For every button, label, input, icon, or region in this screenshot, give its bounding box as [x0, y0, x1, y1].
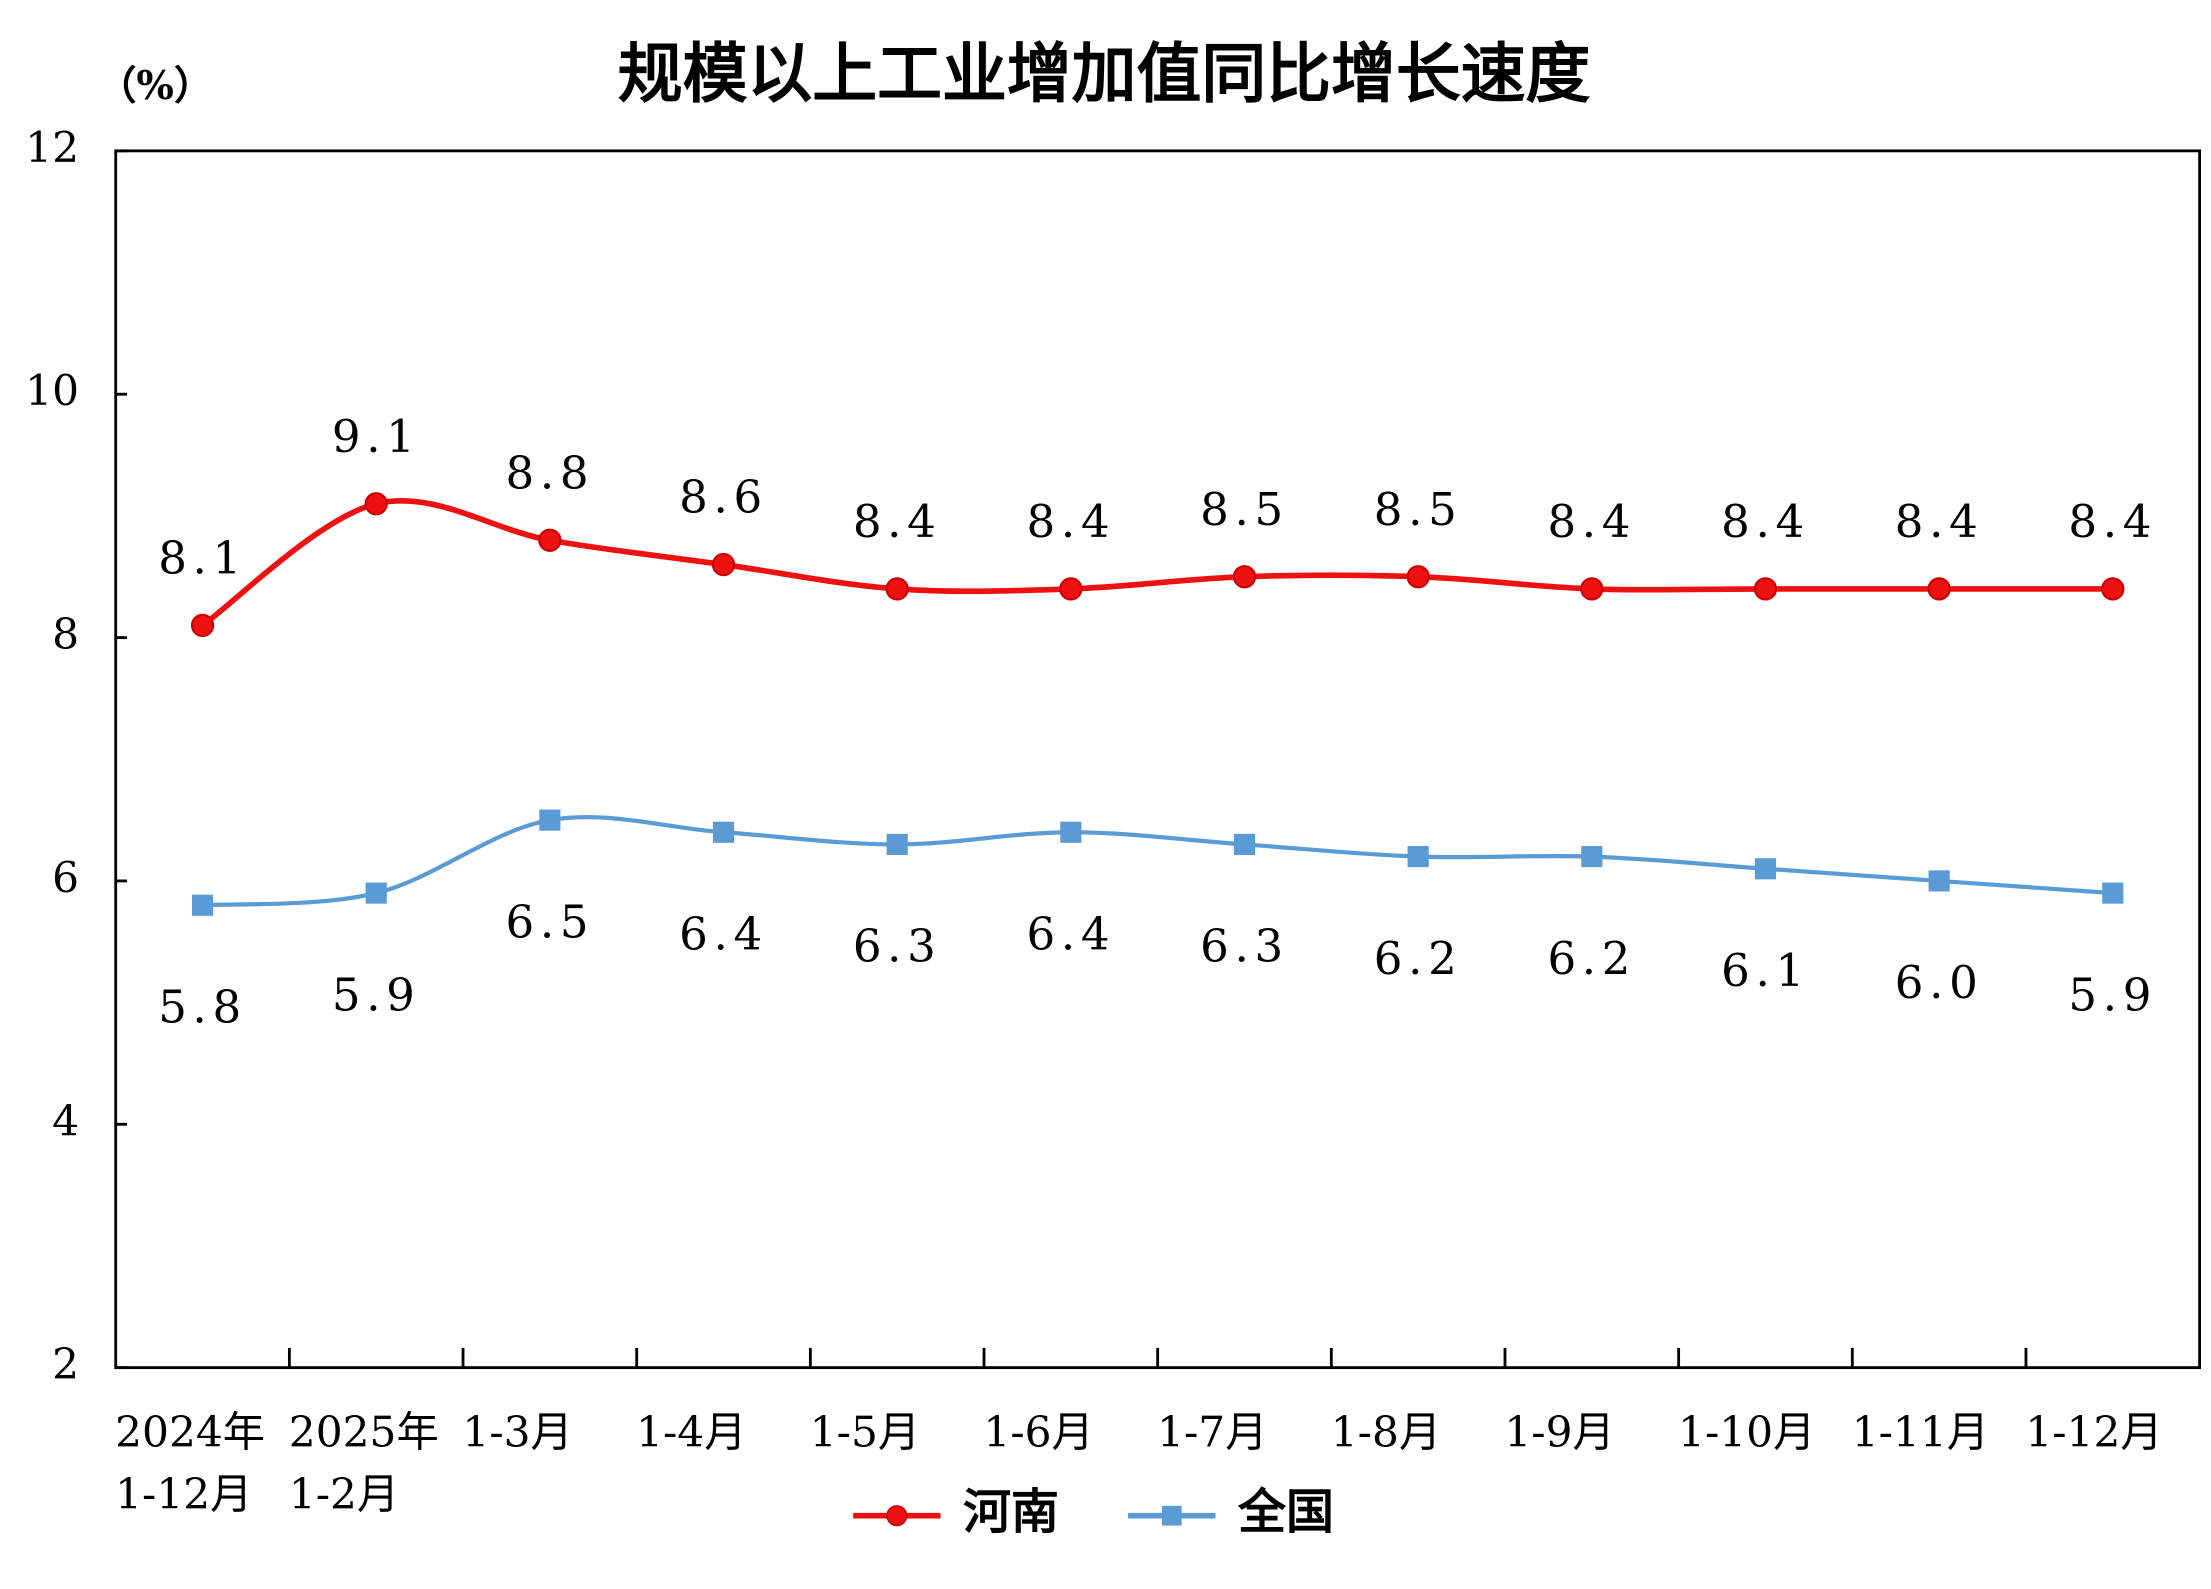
data-label: 6.3 — [1200, 920, 1289, 973]
data-label: 6.2 — [1547, 932, 1636, 985]
x-tick-label: 1-6月 — [983, 1408, 1094, 1458]
point — [1754, 858, 1777, 880]
y-tick-label: 2 — [52, 1340, 79, 1389]
x-tick-label-box: 1-9月 — [1504, 1408, 1615, 1458]
data-label: 6.3 — [853, 920, 942, 973]
data-label: 5.9 — [332, 968, 421, 1021]
x-tick-label: 1-10月 — [1678, 1408, 1816, 1458]
data-label: 8.1 — [158, 531, 247, 584]
point — [886, 833, 908, 856]
x-tick-label-box: 1-4月 — [636, 1408, 747, 1458]
point — [1059, 577, 1083, 601]
x-tick-label: 1-11月 — [1851, 1408, 1990, 1458]
y-tick-label: 6 — [52, 853, 79, 902]
x-tick-label-box: 2024年 1-12月 — [115, 1408, 266, 1520]
x-tick-label: 1-9月 — [1504, 1408, 1615, 1458]
point — [1928, 870, 1950, 892]
data-label: 6.2 — [1374, 932, 1463, 985]
series-line — [202, 814, 2113, 908]
data-label: 8.5 — [1200, 483, 1289, 536]
data-label: 6.4 — [1027, 908, 1116, 961]
y-tick-label: 4 — [52, 1096, 79, 1145]
data-label: 8.6 — [679, 471, 768, 524]
data-label: 5.8 — [158, 981, 247, 1034]
point — [1753, 577, 1778, 601]
point — [364, 492, 388, 516]
point — [1233, 833, 1256, 856]
x-tick-label-box: 1-5月 — [809, 1408, 921, 1458]
x-tick-label-box: 1-8月 — [1330, 1408, 1442, 1458]
legend-label: 全国 — [1237, 1484, 1334, 1540]
y-axis-label: （%） — [97, 63, 213, 109]
series-line — [200, 497, 2113, 628]
x-tick-label: 1-5月 — [809, 1408, 921, 1458]
point — [1407, 846, 1429, 868]
point — [190, 613, 215, 638]
chart-title: 规模以上工业增加值同比增长速度 — [618, 36, 1591, 112]
data-label: 8.4 — [1895, 495, 1984, 548]
x-tick-label: 1-7月 — [1157, 1408, 1268, 1458]
x-tick-label: 1-8月 — [1330, 1408, 1442, 1458]
point — [191, 894, 214, 916]
x-tick-label-box: 1-11月 — [1851, 1408, 1990, 1458]
x-tick-label: 1-12月 — [2025, 1408, 2163, 1458]
data-label: 9.1 — [332, 410, 421, 463]
data-label: 8.5 — [1374, 483, 1463, 536]
point — [2102, 882, 2124, 904]
legend-marker — [1161, 1505, 1182, 1526]
data-label: 8.4 — [1027, 495, 1116, 548]
point — [365, 882, 387, 904]
x-tick-label: 2025年 1-2月 — [288, 1408, 439, 1520]
point — [538, 528, 562, 552]
point — [1580, 577, 1604, 601]
y-tick-label: 10 — [25, 366, 79, 415]
x-tick-label-box: 1-12月 — [2025, 1408, 2163, 1458]
legend-marker — [886, 1505, 908, 1527]
legend-label: 河南 — [963, 1484, 1059, 1540]
data-label: 8.4 — [1547, 495, 1636, 548]
point — [539, 809, 561, 831]
x-tick-label-box: 1-6月 — [983, 1408, 1094, 1458]
data-label: 6.4 — [679, 908, 768, 961]
point — [1060, 821, 1082, 843]
data-label: 5.9 — [2068, 968, 2157, 1021]
data-label: 6.1 — [1721, 944, 1810, 997]
x-tick-label: 1-4月 — [636, 1408, 747, 1458]
point — [712, 821, 735, 843]
point — [1406, 565, 1430, 589]
x-tick-label: 2024年 1-12月 — [115, 1408, 266, 1520]
point — [1927, 577, 1951, 601]
x-tick-label-box: 2025年 1-2月 — [288, 1408, 439, 1520]
data-label: 8.4 — [1721, 495, 1810, 548]
x-tick-label-box: 1-10月 — [1678, 1408, 1816, 1458]
x-tick-label-box: 1-7月 — [1157, 1408, 1268, 1458]
point — [885, 577, 909, 601]
point — [711, 552, 736, 577]
data-label: 8.4 — [853, 495, 942, 548]
data-label: 6.5 — [506, 895, 595, 948]
point — [1581, 846, 1603, 868]
x-tick-label: 1-3月 — [462, 1408, 573, 1458]
point — [2101, 577, 2125, 601]
point — [1232, 565, 1257, 589]
y-tick-label: 12 — [25, 123, 79, 172]
data-label: 6.0 — [1895, 956, 1984, 1009]
y-tick-label: 8 — [52, 610, 79, 659]
plot-frame — [114, 149, 2202, 1370]
data-label: 8.4 — [2068, 495, 2157, 548]
x-tick-label-box: 1-3月 — [462, 1408, 573, 1458]
data-label: 8.8 — [506, 446, 595, 499]
